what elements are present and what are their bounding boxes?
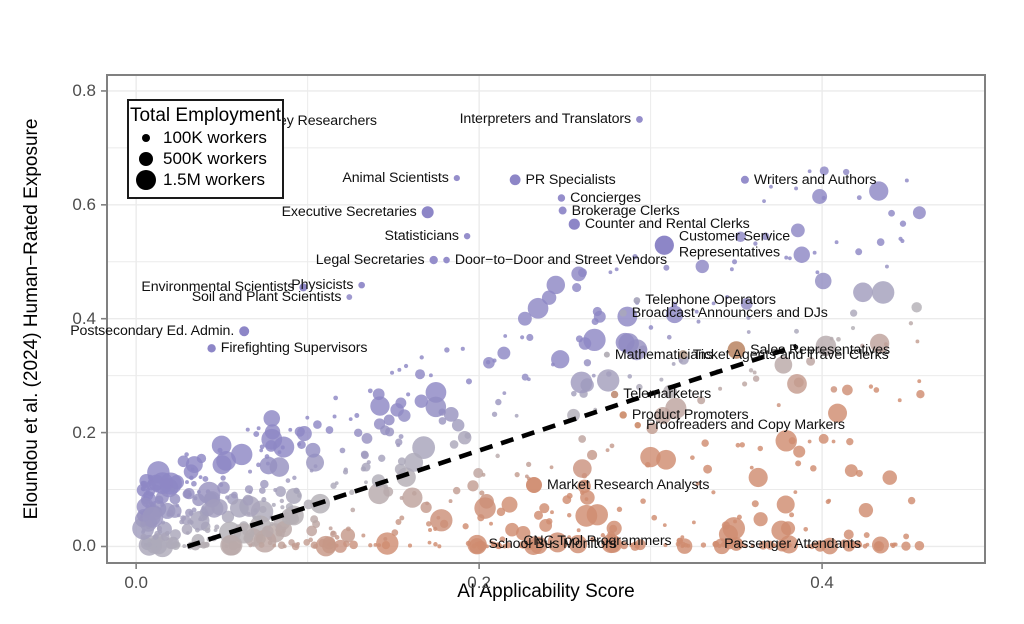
point-label: Environmental Scientists xyxy=(141,279,295,296)
point-label: Market Research Analysts xyxy=(546,476,710,493)
y-tick-label: 0.6 xyxy=(72,194,96,214)
point-label: Door−to−Door and Street Vendors xyxy=(454,252,668,269)
highlighted-point xyxy=(526,476,542,493)
highlighted-point xyxy=(619,411,627,419)
highlighted-point xyxy=(712,540,720,548)
size-legend-label: 100K workers xyxy=(163,128,267,147)
highlighted-point xyxy=(619,309,627,317)
point-label: CNC Tool Programmers xyxy=(523,532,672,549)
point-label: Telemarketers xyxy=(623,386,712,403)
data-points xyxy=(132,166,926,558)
tick-marks xyxy=(101,90,823,569)
point-label: Statisticians xyxy=(384,228,460,245)
point-label: Proofreaders and Copy Markers xyxy=(645,417,845,434)
size-legend-label: 500K workers xyxy=(163,149,267,168)
highlighted-point xyxy=(740,175,749,184)
point-label: Executive Secretaries xyxy=(281,204,417,221)
point-label: Telephone Operators xyxy=(645,292,776,309)
x-tick-label: 0.2 xyxy=(467,573,491,592)
highlighted-point xyxy=(568,218,580,230)
highlighted-point xyxy=(358,281,365,289)
point-label: Counter and Rental Clerks xyxy=(584,216,750,233)
size-legend-dot-icon xyxy=(129,170,163,190)
y-tick-label: 0.2 xyxy=(72,422,96,442)
point-label: Soil and Plant Scientists xyxy=(191,289,342,306)
highlighted-point xyxy=(636,116,643,123)
highlighted-point xyxy=(633,297,641,304)
highlighted-point xyxy=(509,174,521,186)
highlighted-point xyxy=(727,341,746,359)
highlighted-point xyxy=(678,349,688,360)
highlighted-point xyxy=(239,326,250,337)
highlighted-point xyxy=(477,541,484,548)
point-label: Interpreters and Translators xyxy=(459,111,632,128)
size-legend-title: Total Employment xyxy=(129,105,281,126)
x-tick-label: 0.0 xyxy=(124,573,148,592)
size-legend-item: 100K workers xyxy=(129,128,282,148)
point-label: Brokerage Clerks xyxy=(571,202,680,219)
highlighted-point xyxy=(429,255,438,265)
highlighted-point xyxy=(558,206,567,215)
size-legend-dot-icon xyxy=(129,134,163,142)
highlighted-point xyxy=(421,206,434,219)
point-label: Customer Service Representatives xyxy=(678,228,791,261)
highlighted-point xyxy=(610,390,619,399)
x-tick-label: 0.4 xyxy=(810,573,834,592)
point-label: Passenger Attendants xyxy=(724,536,861,553)
size-legend-item: 500K workers xyxy=(129,149,282,169)
highlighted-point xyxy=(443,256,450,264)
highlighted-point xyxy=(207,344,216,353)
highlighted-point xyxy=(346,294,353,300)
point-label: Firefighting Supervisors xyxy=(220,340,368,357)
point-label: Legal Secretaries xyxy=(315,252,425,269)
point-label: Sales Representatives xyxy=(750,342,890,359)
y-tick-label: 0.0 xyxy=(72,536,96,556)
x-axis-title: AI Applicability Score xyxy=(457,581,635,602)
point-label: Broadcast Announcers and DJs xyxy=(631,305,828,322)
point-label: Ticket Agents and Travel Clerks xyxy=(692,346,889,363)
point-label: Animal Scientists xyxy=(342,170,449,187)
highlighted-point xyxy=(603,351,610,358)
highlighted-point xyxy=(654,235,674,255)
point-label: Product Promoters xyxy=(631,406,749,423)
highlighted-point xyxy=(299,283,308,292)
point-label: School Bus Monitors xyxy=(488,536,617,553)
y-tick-label: 0.4 xyxy=(72,308,96,328)
size-legend-label: 1.5M workers xyxy=(163,170,266,189)
highlighted-point xyxy=(453,174,460,182)
size-legend-item: 1.5M workers xyxy=(129,170,282,190)
highlighted-point xyxy=(557,194,566,202)
highlighted-point xyxy=(676,537,683,544)
point-label: Writers and Authors xyxy=(753,171,877,188)
trend-line xyxy=(186,343,798,549)
point-label: Postsecondary Ed. Admin. xyxy=(70,323,235,340)
y-tick-label: 0.8 xyxy=(72,80,96,100)
highlighted-point xyxy=(463,232,471,240)
size-legend-dot-icon xyxy=(129,152,163,166)
point-label: Physicists xyxy=(291,277,354,294)
size-legend: Total Employment 100K workers 500K worker… xyxy=(127,99,284,199)
size-legend-rows: 100K workers 500K workers 1.5M workers xyxy=(129,128,282,190)
point-label: PR Specialists xyxy=(525,171,616,188)
point-label: Concierges xyxy=(570,189,641,206)
highlighted-point xyxy=(634,422,641,429)
point-label: Mathematicians xyxy=(614,346,713,363)
